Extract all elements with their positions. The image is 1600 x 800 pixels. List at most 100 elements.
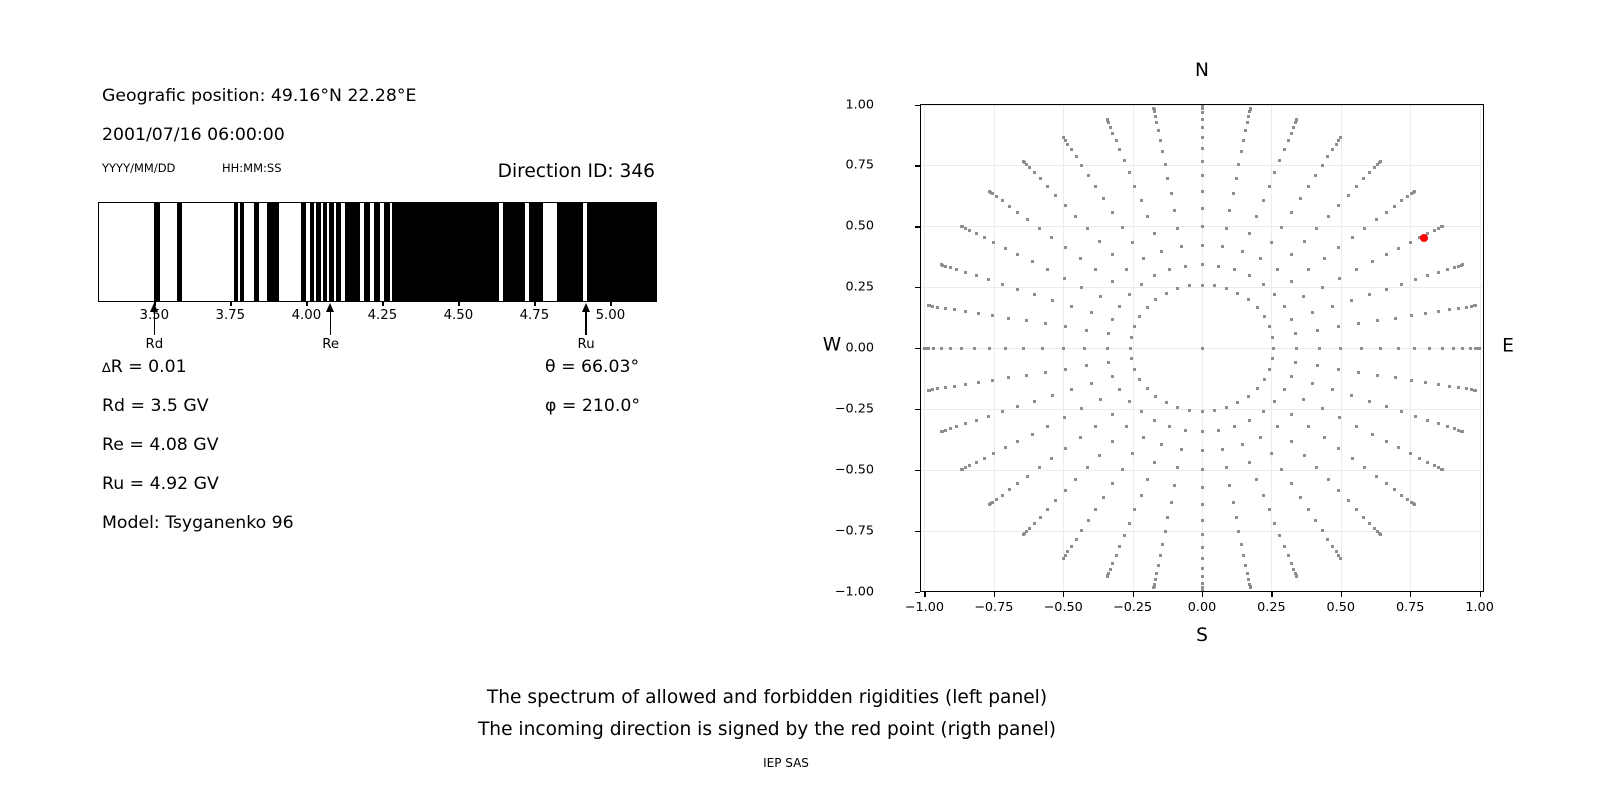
direction-dot: [943, 306, 947, 310]
direction-dot: [1240, 542, 1243, 546]
direction-dot: [1314, 519, 1318, 523]
direction-dot: [1397, 446, 1401, 450]
direction-dot: [1448, 308, 1452, 312]
model-name: Model: Tsyganenko 96: [102, 513, 294, 533]
direction-dot: [1413, 346, 1417, 350]
direction-dot: [1237, 530, 1241, 534]
up-arrow-icon: [149, 303, 158, 312]
direction-dot: [1262, 315, 1266, 318]
direction-dot: [963, 226, 967, 230]
direction-dot: [1290, 412, 1294, 416]
direction-dot: [1000, 282, 1004, 286]
direction-dot: [1105, 117, 1109, 121]
direction-dot: [1414, 414, 1418, 418]
time-format-hint: HH:MM:SS: [222, 161, 282, 175]
direction-dot: [943, 386, 947, 390]
direction-dot: [1337, 367, 1341, 371]
direction-dot: [986, 278, 990, 282]
direction-dot: [1295, 117, 1299, 121]
direction-dot: [1220, 245, 1224, 249]
direction-dot: [982, 236, 986, 240]
direction-dot: [1139, 199, 1143, 203]
y-tick-label: −0.75: [834, 523, 874, 539]
direction-dot: [1237, 162, 1241, 166]
direction-dot: [1078, 256, 1082, 260]
direction-dot: [1384, 482, 1388, 485]
direction-dot: [1413, 190, 1417, 193]
direction-dot: [1268, 324, 1271, 328]
direction-dot: [1339, 346, 1343, 350]
direction-dot: [1063, 138, 1067, 142]
direction-dot: [1024, 373, 1028, 377]
direction-dot: [1217, 428, 1220, 432]
direction-dot: [1043, 370, 1047, 374]
up-arrow-icon: [581, 303, 590, 312]
direction-dot: [1376, 319, 1380, 323]
direction-dot: [1032, 171, 1036, 175]
direction-dot: [1063, 554, 1067, 558]
direction-dot: [1114, 139, 1118, 143]
forbidden-band: [374, 203, 380, 301]
direction-dot: [1255, 215, 1258, 219]
direction-dot: [1094, 508, 1098, 511]
direction-dot: [1302, 295, 1306, 298]
direction-dot: [1473, 346, 1477, 350]
direction-dot: [1184, 428, 1187, 432]
direction-dot: [1334, 142, 1338, 146]
direction-dot: [1028, 166, 1032, 170]
direction-dot: [1153, 232, 1156, 236]
param-ru: Ru = 4.92 GV: [102, 474, 219, 494]
y-tick: [914, 226, 920, 228]
direction-dot: [1289, 482, 1293, 485]
direction-dot: [1083, 346, 1087, 350]
x-tick: [1479, 592, 1481, 597]
direction-dot: [1397, 246, 1401, 250]
direction-dot: [1022, 160, 1026, 163]
direction-dot: [1166, 516, 1170, 520]
direction-dot: [1200, 486, 1204, 490]
direction-dot: [1385, 405, 1388, 409]
direction-dot: [1414, 278, 1418, 282]
direction-dot: [939, 429, 943, 433]
direction-dot: [1200, 147, 1204, 150]
direction-dot: [1261, 493, 1265, 497]
direction-dot: [1271, 357, 1275, 361]
direction-dot: [1337, 203, 1341, 207]
y-tick-label: 0.25: [845, 279, 875, 295]
direction-dot: [1259, 257, 1263, 261]
direction-dot: [1337, 489, 1341, 493]
direction-dot: [1188, 408, 1191, 412]
forbidden-band: [234, 203, 238, 301]
direction-dot: [948, 426, 952, 430]
marker-arrow-line: [153, 309, 155, 335]
x-tick: [458, 301, 460, 306]
direction-dot: [1125, 425, 1129, 429]
direction-dot: [1436, 422, 1440, 425]
direction-dot: [1107, 361, 1110, 364]
x-tick-label: 0.50: [1326, 600, 1356, 615]
direction-dot: [1094, 424, 1098, 428]
direction-dot: [1330, 304, 1334, 308]
direction-dot: [927, 388, 931, 392]
direction-dot: [1200, 449, 1204, 453]
direction-dot: [1376, 162, 1380, 166]
direction-dot: [1175, 287, 1179, 291]
direction-dot: [1338, 416, 1342, 420]
direction-dot: [1224, 226, 1228, 230]
direction-dot: [1424, 381, 1428, 385]
direction-dot: [1050, 394, 1054, 398]
direction-dot: [1054, 193, 1058, 197]
direction-dot: [1127, 521, 1131, 525]
direction-dot: [1145, 387, 1149, 390]
direction-dot: [1473, 304, 1477, 308]
direction-dot: [1317, 346, 1321, 350]
direction-dot: [1156, 129, 1160, 133]
direction-dot: [1452, 346, 1456, 350]
direction-dot: [1184, 264, 1187, 268]
y-tick: [914, 408, 920, 411]
forbidden-band: [345, 203, 361, 301]
direction-dot: [1289, 318, 1293, 321]
direction-dot: [1440, 224, 1444, 228]
direction-dot: [1350, 457, 1354, 461]
direction-dot: [1063, 245, 1067, 249]
